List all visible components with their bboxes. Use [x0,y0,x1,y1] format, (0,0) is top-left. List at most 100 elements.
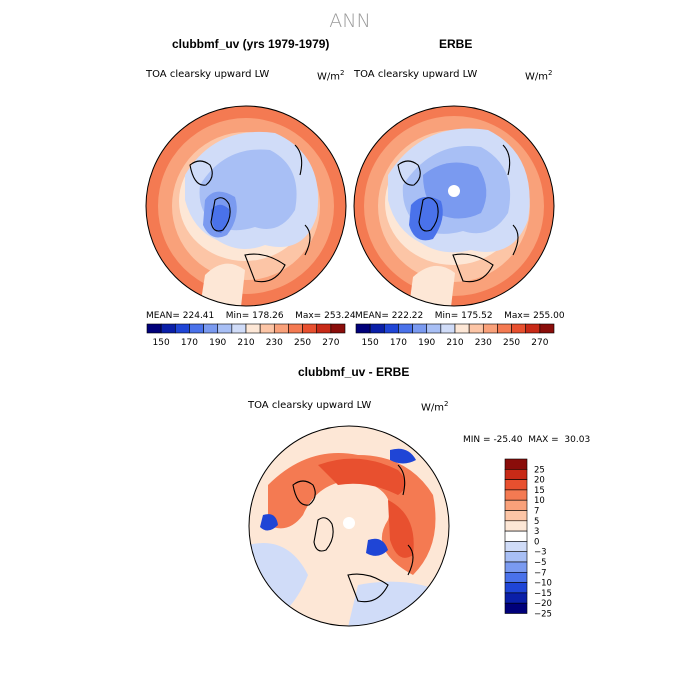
panel3-colorbar-tick-label: −7 [534,568,547,578]
panel1-colorbar: 150170190210230250270290 [146,323,346,348]
panel1-colorbar-swatch [174,323,190,334]
panel3-map-border [248,425,450,627]
panel1-mean: 224.41 [182,311,215,321]
panel2-colorbar-tick-label: 190 [418,338,435,348]
panel2-colorbar-tick-label: 230 [475,338,492,348]
panel1-colorbar-swatch [316,323,332,334]
panel3-colorbar-tick-label: −10 [534,579,552,589]
panel2-colorbar-swatch [497,323,512,334]
panel2-coastlines [397,144,519,283]
panel3-colorbar-tick-label: 5 [534,517,539,527]
panel1-colorbar-swatch [273,323,289,334]
panel3-map [248,425,450,627]
panel3-colorbar-swatch [504,561,528,573]
panel3-max: 30.03 [564,435,591,445]
panel1-variable-label: TOA clearsky upward LW [146,69,270,80]
panel1-colorbar-swatch [146,323,162,334]
panel3-colorbar-swatch [504,469,528,480]
panel2-colorbar-tick-label: 270 [531,338,548,348]
panel1-colorbar-swatch [189,323,204,334]
panel2-mean: 222.22 [391,311,424,321]
panel1-colorbar-swatch [259,323,275,334]
panel2-colorbar-swatch [482,323,498,334]
panel3-colorbar-tick-label: −5 [534,558,547,568]
panel3-colorbar-tick-label: −15 [534,589,552,599]
panel2-colorbar-swatch [468,323,484,334]
panel1-colorbar-swatch [330,323,346,334]
panel3-colorbar-swatch [504,510,528,522]
panel1-map-border [145,105,347,307]
panel1-colorbar-swatch [288,323,303,334]
panel2-stats: MEAN= 222.22 Min= 175.52 Max= 255.00 [355,311,565,321]
panel3-field-blue-west [260,514,278,531]
panel1-colorbar-tick-label: 230 [266,338,283,348]
panel3-colorbar-swatch [504,551,528,563]
panel3-colorbar-tick-label: 0 [534,537,539,547]
panel1-colorbar-swatch [160,323,176,334]
panel1-map [145,105,347,307]
panel1-colorbar-tick-label: 210 [237,338,254,348]
panel3-colorbar-swatch [504,489,528,501]
panel3-colorbar-swatch [504,458,528,470]
panel2-colorbar-swatch [426,323,442,334]
panel1-title: clubbmf_uv (yrs 1979-1979) [172,37,330,51]
panel3-units: W/m2 [421,400,449,414]
panel1-min: 178.26 [252,311,284,321]
panel3-colorbar-swatch [504,479,528,491]
panel1-units: W/m2 [317,69,345,83]
panel3-colorbar-tick-label: 10 [534,496,545,506]
panel1-colorbar-tick-label: 150 [153,338,170,348]
panel3-field-blue-core [366,538,388,556]
panel3-min: -25.40 [493,435,523,445]
panel2-colorbar-tick-label: 250 [503,338,520,348]
panel2-field-south [409,266,455,306]
panel1-stats: MEAN= 224.41 Min= 178.26 Max= 253.24 [146,311,356,321]
panel2-colorbar-swatch [383,323,399,334]
panel2-pole-hole [448,185,460,197]
panel1-max: 253.24 [324,311,356,321]
panel1-colorbar-swatch [245,323,261,334]
panel1-coastlines [189,144,311,283]
panel3-colorbar-swatch [504,582,528,594]
panel3-colorbar-swatch [504,520,528,532]
panel2-colorbar-swatch [355,323,371,334]
panel2-field-greenland [409,196,443,241]
panel3-colorbar-tick-label: −25 [534,610,552,620]
panel2-title: ERBE [439,37,473,51]
panel3-colorbar-tick-label: 15 [534,486,545,496]
panel1-field-greenland-core [211,204,230,233]
panel3-colorbar-swatch [504,572,528,583]
panel2-colorbar-swatch [539,323,555,334]
panel2-map [353,105,555,307]
panel3-pole-hole [343,517,355,529]
panel2-units: W/m2 [525,69,553,83]
panel3-colorbar-swatch [504,592,528,604]
panel3-field-blue-ne [390,448,416,464]
panel1-colorbar-tick-label: 250 [294,338,311,348]
panel1-colorbar-tick-label: 170 [181,338,198,348]
panel1-colorbar-tick-label: 270 [322,338,339,348]
panel3-stats: MIN = -25.40 MAX = 30.03 [463,435,591,445]
main-title: ANN [329,10,371,32]
panel3-colorbar-swatch [504,499,528,511]
panel1-colorbar-tick-label: 190 [209,338,226,348]
panel2-colorbar-tick-label: 150 [362,338,379,348]
panel3-field-red-north [318,458,406,495]
panel3-field-red-east [388,500,414,558]
panel2-colorbar-swatch [525,323,541,334]
panel3-colorbar-tick-label: 7 [534,507,539,517]
panel3-colorbar-tick-label: −3 [534,548,547,558]
panel3-colorbar-tick-label: −20 [534,599,552,609]
panel2-colorbar-swatch [511,323,527,334]
panel1-field-south [200,263,245,306]
panel3-field-blue-south [348,581,449,626]
panel2-colorbar-tick-label: 170 [390,338,407,348]
panel2-colorbar-swatch [454,323,470,334]
panel1-colorbar-swatch [203,323,219,334]
panel3-colorbar-swatch [504,602,528,614]
panel3-colorbar-swatch [504,541,528,553]
panel3-coastlines [292,464,414,603]
panel3-colorbar-tick-label: 3 [534,527,539,537]
panel3-variable-label: TOA clearsky upward LW [248,400,372,411]
